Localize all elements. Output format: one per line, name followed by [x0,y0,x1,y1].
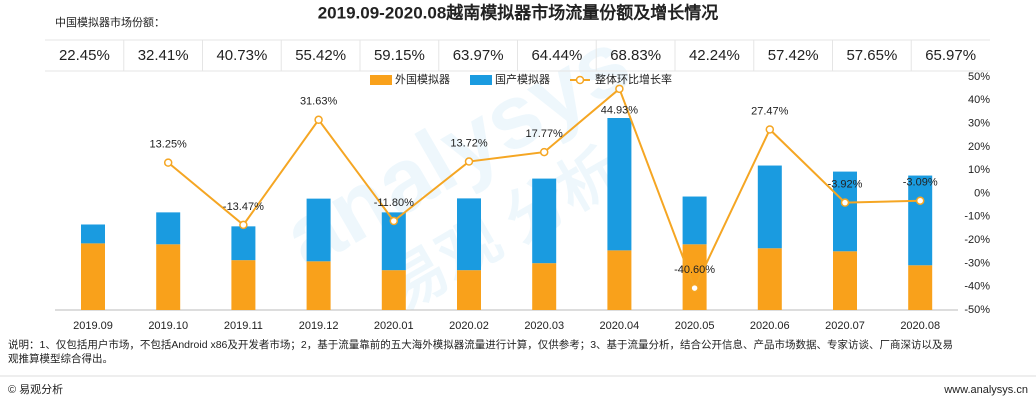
bar [231,226,256,261]
share-cell: 55.42% [295,47,346,64]
y2-tick-label: -10% [964,211,990,223]
y2-tick-label: -50% [964,304,990,316]
data-label: 31.63% [300,96,338,108]
data-label: 13.72% [450,137,488,149]
share-cell: 57.42% [768,47,819,64]
y2-tick-label: 20% [968,141,990,153]
bar [457,270,481,310]
line-marker [539,147,549,157]
legend-swatch [575,75,585,85]
legend-swatch [370,75,392,85]
bar [682,196,707,245]
share-title: 中国模拟器市场份额： [55,15,165,29]
x-tick-label: 2020.05 [675,320,715,332]
data-label: 13.25% [150,139,188,151]
share-cell: 32.41% [138,47,189,64]
share-cell: 22.45% [59,47,110,64]
share-cell: 57.65% [846,47,897,64]
data-label: 27.47% [751,105,789,117]
bar [306,198,331,262]
y2-tick-label: 50% [968,71,990,83]
x-tick-label: 2020.07 [825,320,865,332]
y2-tick-label: 30% [968,118,990,130]
bar [231,260,256,310]
share-cell: 68.83% [610,47,661,64]
chart-title: 2019.09-2020.08越南模拟器市场流量份额及增长情况 [318,2,719,22]
bar [908,175,933,266]
x-tick-label: 2020.06 [750,320,790,332]
share-cell: 64.44% [531,47,582,64]
bar [908,265,933,310]
source: © 易观分析 [8,382,63,396]
legend-label: 整体环比增长率 [595,72,672,86]
bar [607,118,632,251]
legend-label: 外国模拟器 [395,72,450,86]
x-tick-label: 2020.01 [374,320,414,332]
line-marker [163,158,173,167]
line-marker [690,283,699,293]
line-marker [314,115,323,125]
bar [532,263,557,310]
bar [607,250,632,310]
bar [381,270,406,310]
bar [682,244,707,310]
line-marker [389,216,399,226]
x-tick-label: 2020.04 [600,320,640,332]
bar [457,198,481,271]
x-tick-label: 2020.03 [524,320,564,332]
x-tick-label: 2020.02 [449,320,489,332]
footnote: 说明：1、仅包括用户市场，不包括Android x86及开发者市场；2，基于流量… [8,338,953,351]
legend-label: 国产模拟器 [495,72,550,86]
bar [757,248,782,310]
data-label: 44.93% [601,105,639,117]
bar [81,243,105,310]
data-label: -3.09% [903,177,938,189]
y2-tick-label: -20% [964,234,990,246]
bar [81,224,105,244]
share-cell: 42.24% [689,47,740,64]
y2-tick-label: -30% [964,257,990,269]
line-marker [239,220,248,230]
x-tick-label: 2019.11 [224,320,263,332]
legend-swatch [470,75,492,85]
line-marker [464,157,474,166]
bar [833,171,857,252]
line-marker [915,196,925,205]
data-label: -40.60% [674,264,715,276]
share-cell: 63.97% [453,47,504,64]
x-tick-label: 2019.12 [299,320,339,332]
bar [306,261,331,310]
data-label: -11.80% [374,197,414,209]
line-marker [615,84,624,94]
legend-item: 整体环比增长率 [570,72,672,86]
legend-item: 外国模拟器 [370,72,450,86]
bar [156,244,181,310]
x-tick-label: 2019.10 [148,320,188,332]
bar [757,165,782,249]
line-marker [765,125,775,134]
line-marker [840,198,850,207]
bar [156,212,181,245]
x-tick-label: 2019.09 [73,320,113,332]
data-label: -3.92% [828,179,863,191]
y2-tick-label: -40% [964,281,990,293]
data-label: 17.77% [526,128,564,140]
share-cell: 65.97% [925,47,976,64]
share-cell: 59.15% [374,47,425,64]
bar [532,178,557,264]
footnote: 观推算模型综合得出。 [8,352,113,365]
website: www.analysys.cn [943,384,1028,396]
bar [833,251,857,310]
y2-tick-label: 0% [974,187,990,199]
share-cell: 40.73% [216,47,267,64]
x-tick-label: 2020.08 [900,320,940,332]
data-label: -13.47% [223,201,264,213]
legend-item: 国产模拟器 [470,72,550,86]
y2-tick-label: 10% [968,164,990,176]
y2-tick-label: 40% [968,94,990,106]
